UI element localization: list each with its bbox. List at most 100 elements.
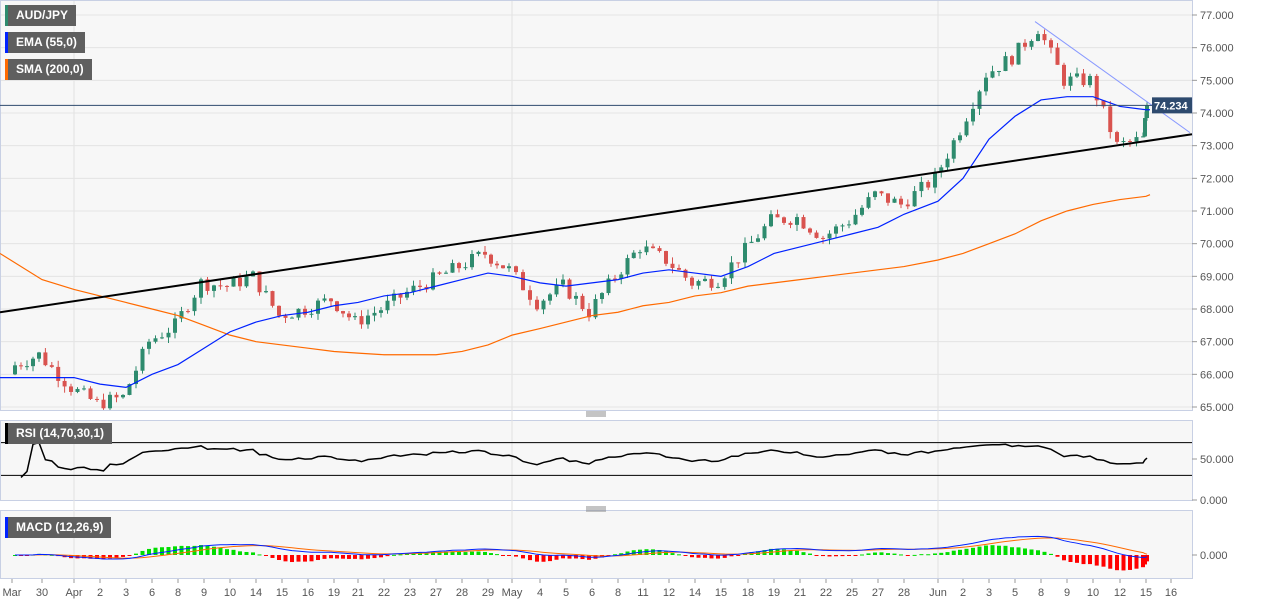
candle-body [501,265,505,269]
candle-body [703,278,707,282]
candle-body [939,167,944,173]
legend-rsi[interactable]: RSI (14,70,30,1) [5,423,113,444]
candle-body [134,370,138,385]
macd-histogram-bar [696,555,701,558]
macd-histogram-bar [205,545,210,555]
candle-body [101,399,106,409]
candle-body [1143,118,1147,137]
candle-body [264,291,268,293]
candle-body [405,291,409,298]
y-tick-label: 70.000 [1200,239,1234,251]
macd-histogram-bar [951,550,956,555]
macd-histogram-bar [561,555,565,559]
ema-label: EMA (55,0) [16,35,77,49]
candle-body [457,263,461,269]
x-tick-label: Mar [3,587,22,599]
macd-signal-line [14,537,1148,559]
candle-body [729,262,734,279]
macd-histogram-bar [489,553,493,555]
x-tick-label: 15 [276,587,288,599]
macd-histogram-bar [366,555,370,559]
x-tick-label: 30 [36,587,48,599]
candle-body [277,305,281,316]
macd-histogram-bar [926,554,931,556]
candle-body [25,366,29,368]
candle-body [1036,34,1040,42]
candle-body [19,365,23,367]
x-tick-label: 16 [302,587,314,599]
macd-histogram-bar [1036,550,1040,555]
macd-histogram-bar [322,555,327,559]
candle-body [561,279,565,285]
x-tick-label: 3 [123,587,129,599]
candle-body [341,311,345,314]
candle-body [743,242,747,263]
macd-histogram-bar [316,555,320,561]
candle-body [840,225,845,227]
macd-histogram-bar [218,547,223,555]
macd-histogram-bar [470,551,474,555]
macd-histogram-bar [554,555,559,560]
candle-body [437,272,442,274]
candle-body [1108,106,1113,133]
candle-body [450,263,455,273]
macd-histogram-bar [108,555,112,559]
macd-histogram-bar [418,552,422,555]
macd-histogram-bar [1081,555,1086,565]
legend-ema[interactable]: EMA (55,0) [5,32,85,53]
x-tick-label: 27 [872,587,884,599]
candle-body [1088,75,1092,86]
candle-body [121,394,125,398]
macd-histogram-bar [860,554,864,556]
candle-body [769,214,773,227]
candle-body [625,258,630,275]
legend-macd[interactable]: MACD (12,26,9) [5,517,112,538]
candle-body [62,380,67,387]
macd-histogram-bar [437,551,442,555]
macd-histogram-bar [964,548,969,555]
macd-histogram-bar [821,555,825,557]
y-tick-label: 71.000 [1200,206,1234,218]
candle-body [95,398,99,400]
macd-histogram-bar [879,552,884,555]
macd-histogram-bar [782,549,786,555]
candle-body [476,251,481,255]
macd-histogram-bar [1088,555,1092,565]
macd-histogram-bar [309,555,314,562]
candle-body [1062,64,1066,86]
candle-body [179,311,184,319]
candle-body [1029,41,1034,47]
macd-histogram-bar [827,555,832,557]
macd-histogram-bar [971,547,975,555]
legend-symbol[interactable]: AUD/JPY [5,5,77,26]
candle-body [186,311,190,313]
macd-histogram-bar [574,555,578,559]
candle-body [580,295,585,310]
macd-histogram-bar [709,555,714,559]
macd-histogram-bar [514,555,518,557]
candle-body [309,313,314,315]
macd-histogram-bar [212,546,216,555]
candle-body [808,228,812,233]
macd-histogram-bar [703,555,707,558]
rsi-label: RSI (14,70,30,1) [16,426,105,440]
macd-panel [0,510,1193,579]
x-tick-label: 12 [1114,587,1126,599]
macd-histogram-bar [1101,555,1106,567]
candle-body [140,348,145,371]
x-tick-label: Apr [65,587,82,599]
macd-histogram-bar [866,553,871,555]
macd-histogram-bar [788,550,793,555]
macd-histogram-bar [834,555,838,557]
macd-histogram-bar [257,554,262,556]
candle-body [958,135,962,141]
candle-body [926,181,931,188]
candle-body [205,279,210,291]
candle-body [886,193,890,203]
x-tick-label: 8 [1038,587,1044,599]
candle-body [847,224,851,226]
legend-sma[interactable]: SMA (200,0) [5,59,92,80]
macd-histogram-bar [476,551,481,555]
rsi-tick-label: 0.000 [1200,495,1228,507]
